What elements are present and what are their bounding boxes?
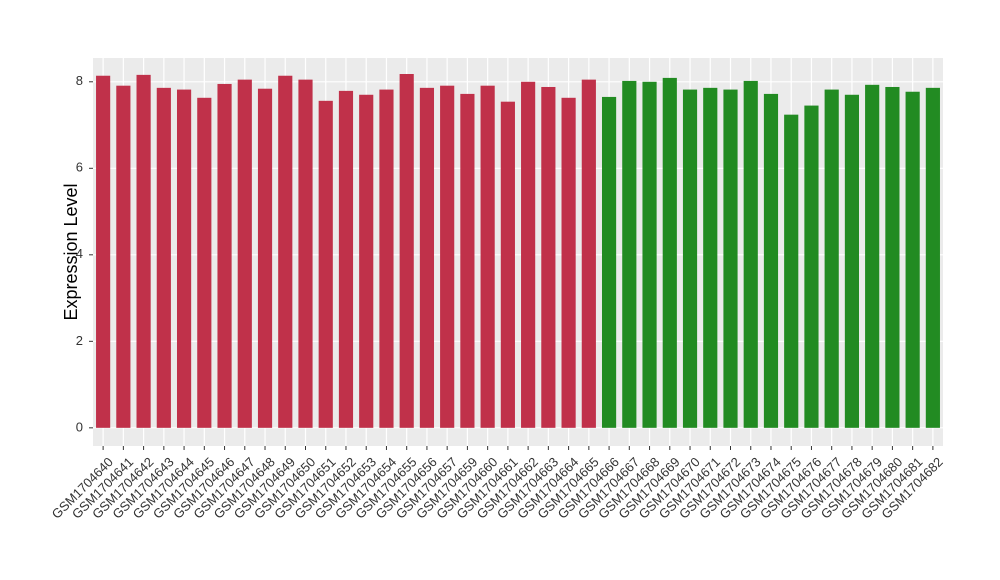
bar — [601, 96, 617, 428]
y-tick-label: 4 — [76, 246, 83, 261]
bar — [865, 84, 880, 428]
bar — [642, 81, 657, 428]
bar — [460, 93, 475, 428]
bar — [885, 86, 900, 428]
y-tick-label: 8 — [76, 73, 83, 88]
bar — [176, 89, 192, 428]
bar — [844, 94, 860, 428]
bar — [925, 87, 940, 428]
bar — [379, 89, 394, 428]
bar — [440, 85, 455, 428]
bar — [521, 81, 536, 428]
bar — [581, 79, 596, 428]
bar — [217, 83, 232, 428]
bar — [298, 79, 313, 428]
y-tick-label: 0 — [76, 419, 83, 434]
bar — [419, 87, 435, 428]
bar — [399, 74, 414, 428]
bar — [824, 89, 839, 428]
bar — [703, 87, 718, 428]
bar — [480, 85, 495, 428]
bar — [784, 114, 799, 428]
bar — [723, 89, 738, 428]
y-tick-label: 6 — [76, 160, 83, 175]
bar — [318, 100, 333, 428]
y-tick-label: 2 — [76, 333, 83, 348]
bar — [197, 97, 212, 428]
bar — [500, 101, 515, 428]
bar — [743, 80, 758, 428]
bar — [237, 79, 252, 428]
plot-panel — [93, 58, 943, 446]
bar — [96, 75, 111, 428]
bar — [561, 97, 576, 428]
bar — [682, 89, 698, 428]
bar — [804, 105, 819, 428]
bar — [662, 77, 677, 428]
y-axis-title: Expression Level — [61, 183, 81, 320]
bar — [541, 86, 556, 428]
bar — [338, 90, 354, 428]
bar — [905, 91, 920, 428]
bar — [257, 88, 273, 428]
bar — [278, 75, 293, 428]
bar — [622, 80, 637, 428]
bar — [136, 74, 151, 428]
bar — [116, 85, 131, 428]
bar — [763, 93, 779, 428]
bar — [359, 94, 374, 428]
bar — [156, 87, 171, 428]
